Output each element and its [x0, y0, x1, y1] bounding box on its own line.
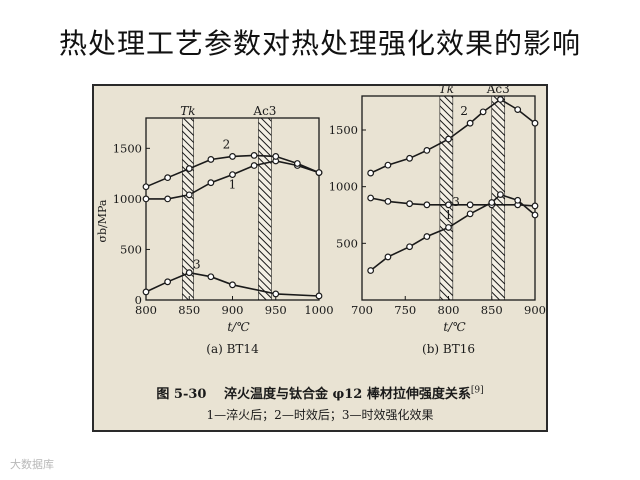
x-tick-label: 900 — [524, 303, 546, 317]
slide-title: 热处理工艺参数对热处理强化效果的影响 — [58, 27, 581, 60]
data-point — [514, 106, 522, 114]
data-point — [445, 135, 452, 143]
data-point — [406, 243, 413, 251]
caption-number: 图 5-30 — [156, 387, 207, 402]
data-point — [185, 165, 193, 172]
data-point — [164, 278, 172, 286]
series-label-1: 1 — [229, 178, 237, 192]
y-axis-label: σb/MPa — [96, 199, 109, 242]
data-point — [142, 183, 150, 191]
data-point — [293, 160, 301, 167]
series-label-2: 2 — [460, 104, 468, 118]
x-axis-label: t/℃ — [227, 320, 250, 334]
figure-legend-text: 1—淬火后；2—时效后；3—时效强化效果 — [206, 408, 434, 422]
band-label: Tk — [180, 104, 195, 118]
y-tick-label: 500 — [120, 242, 142, 256]
data-point — [445, 201, 452, 209]
data-point — [250, 152, 258, 159]
band-label: Ac3 — [252, 104, 276, 118]
data-point — [384, 253, 392, 261]
data-point — [531, 202, 539, 210]
x-tick-label: 850 — [178, 303, 200, 317]
data-point — [406, 154, 413, 162]
data-point — [142, 195, 150, 203]
data-point — [207, 156, 215, 163]
series-label-1: 1 — [445, 208, 453, 222]
data-point — [466, 210, 474, 218]
hatch-band — [439, 95, 454, 301]
data-point — [423, 147, 431, 154]
watermark: 大数据库 — [10, 458, 54, 471]
data-point — [423, 233, 431, 240]
data-point — [164, 174, 172, 182]
data-point — [164, 195, 172, 203]
data-point — [514, 196, 522, 204]
y-tick-label: 0 — [135, 293, 142, 307]
data-point — [272, 290, 280, 298]
figure-scan: Tk Ac3 800 850 900 950 1000 0 500 1000 1500 t/℃ σb/M… — [92, 84, 548, 432]
x-axis-label: t/℃ — [443, 320, 466, 334]
series-line-3 — [370, 193, 536, 272]
series-line-2 — [370, 98, 536, 174]
data-point — [229, 281, 236, 289]
x-tick-label: 850 — [481, 303, 503, 317]
data-point — [384, 197, 392, 205]
series-label-3: 3 — [452, 195, 460, 209]
figure-caption: 图 5-30 淬火温度与钛合金 φ12 棒材拉伸强度关系[9] — [94, 383, 546, 402]
data-point — [367, 169, 375, 177]
data-point — [497, 95, 504, 103]
chart-panel-2: Tk Ac3 700 750 800 850 900 500 1000 1500 t/℃ (b) BT… — [329, 86, 546, 356]
data-point — [479, 108, 487, 116]
data-point — [207, 179, 215, 187]
data-point — [315, 292, 323, 300]
chart-subtitle: (b) BT16 — [422, 342, 475, 356]
x-tick-label: 950 — [265, 303, 287, 317]
x-tick-label: 1000 — [304, 303, 333, 317]
x-tick-label: 750 — [394, 303, 416, 317]
x-tick-label: 800 — [438, 303, 460, 317]
data-point — [142, 288, 150, 296]
x-tick-label: 700 — [351, 303, 373, 317]
caption-ref: [9] — [470, 385, 484, 396]
band-label: Tk — [439, 86, 454, 96]
hatch-band — [491, 95, 506, 301]
hatch-band — [258, 117, 272, 301]
data-point — [384, 161, 392, 169]
data-point — [250, 162, 258, 169]
data-point — [272, 153, 280, 160]
y-tick-label: 500 — [336, 236, 358, 250]
data-point — [531, 119, 539, 127]
data-point — [229, 153, 236, 160]
data-point — [488, 199, 496, 206]
series-label-2: 2 — [223, 137, 231, 151]
plot-frame — [145, 117, 320, 301]
data-point — [531, 211, 539, 219]
data-point — [423, 201, 431, 209]
data-point — [497, 191, 504, 198]
data-point — [406, 200, 413, 208]
data-point — [185, 269, 193, 277]
x-tick-label: 900 — [222, 303, 244, 317]
data-point — [466, 201, 474, 209]
y-tick-label: 1000 — [329, 180, 358, 194]
data-point — [207, 273, 215, 281]
data-point — [466, 119, 474, 127]
band-label: Ac3 — [486, 86, 510, 96]
x-tick-label: 800 — [135, 303, 157, 317]
caption-text: 淬火温度与钛合金 φ12 棒材拉伸强度关系 — [223, 387, 471, 402]
chart-subtitle: (a) BT14 — [206, 342, 259, 356]
data-point — [445, 224, 452, 231]
data-point — [185, 191, 193, 199]
y-tick-label: 1500 — [329, 123, 358, 137]
data-point — [229, 171, 236, 179]
data-point — [367, 194, 375, 202]
y-tick-label: 1500 — [113, 141, 142, 155]
series-label-3: 3 — [193, 258, 201, 272]
y-tick-label: 1000 — [113, 192, 142, 206]
chart-panel-1: Tk Ac3 800 850 900 950 1000 0 500 1000 1500 t/℃ σb/M… — [96, 104, 334, 356]
data-point — [367, 267, 375, 274]
data-point — [315, 169, 323, 176]
